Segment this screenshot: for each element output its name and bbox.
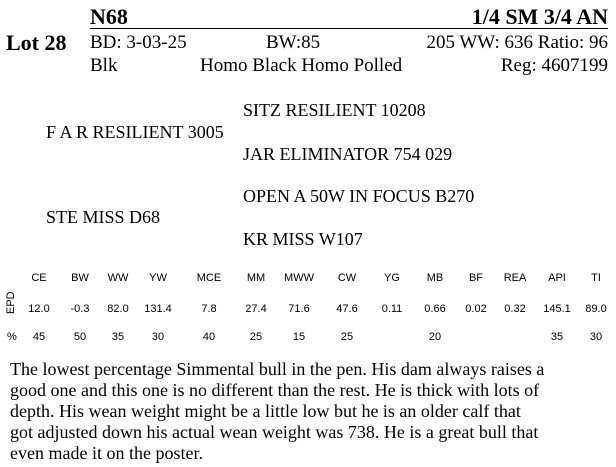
- epd-header-ce: CE: [31, 272, 47, 284]
- epd-value-mce: 7.8: [201, 303, 217, 315]
- epd-percent-mce: 40: [202, 331, 216, 343]
- pedigree-sire-dam: JAR ELIMINATOR 754 029: [243, 144, 453, 164]
- description-line: got adjusted down his actual wean weight…: [10, 422, 539, 442]
- epd-value-bw: -0.3: [70, 303, 90, 315]
- epd-percent-mb: 20: [428, 331, 442, 343]
- pedigree-sire: F A R RESILIENT 3005: [46, 122, 224, 142]
- color: Blk: [90, 55, 118, 76]
- epd-header-yg: YG: [384, 272, 400, 284]
- description-line: good one and this one is no different th…: [10, 380, 540, 400]
- registration-number: Reg: 4607199: [500, 55, 608, 76]
- epd-header-rea: REA: [503, 272, 527, 284]
- header-divider: [90, 28, 608, 29]
- epd-value-mm: 27.4: [245, 303, 267, 315]
- description: The lowest percentage Simmental bull in …: [10, 359, 606, 464]
- epd-value-yg: 0.11: [381, 303, 403, 315]
- epd-header-bw: BW: [71, 272, 89, 284]
- epd-value-api: 145.1: [543, 303, 571, 315]
- birth-date: BD: 3-03-25: [90, 32, 187, 53]
- pedigree-dam: STE MISS D68: [46, 207, 161, 227]
- epd-percent-cw: 25: [340, 331, 354, 343]
- birth-weight: BW:85: [266, 32, 321, 53]
- epd-value-mww: 71.6: [288, 303, 310, 315]
- epd-header-yw: YW: [149, 272, 167, 284]
- epd-percent-mww: 15: [292, 331, 306, 343]
- percent-row-label: %: [7, 331, 17, 343]
- lot-number: Lot 28: [6, 30, 67, 55]
- epd-header-ti: TI: [591, 272, 601, 284]
- epd-percent-yw: 30: [151, 331, 165, 343]
- epd-percent-api: 35: [550, 331, 564, 343]
- epd-value-ce: 12.0: [28, 303, 50, 315]
- epd-value-mb: 0.66: [424, 303, 446, 315]
- epd-value-bf: 0.02: [465, 303, 487, 315]
- pedigree-sire-sire: SITZ RESILIENT 10208: [243, 100, 426, 120]
- epd-percent-ce: 45: [32, 331, 46, 343]
- pedigree-dam-dam: KR MISS W107: [243, 229, 363, 249]
- wean-weight-ratio: 205 WW: 636 Ratio: 96: [426, 32, 608, 53]
- description-line: even made it on the poster.: [10, 443, 203, 463]
- epd-header-cw: CW: [337, 272, 357, 284]
- epd-value-ti: 89.0: [585, 303, 607, 315]
- epd-value-rea: 0.32: [504, 303, 526, 315]
- epd-percent-ww: 35: [111, 331, 125, 343]
- epd-header-mb: MB: [426, 272, 444, 284]
- breed-composition: 1/4 SM 3/4 AN: [471, 4, 608, 29]
- epd-header-mce: MCE: [196, 272, 222, 284]
- traits: Homo Black Homo Polled: [200, 55, 403, 76]
- pedigree-dam-sire: OPEN A 50W IN FOCUS B270: [243, 186, 475, 206]
- epd-header-ww: WW: [107, 272, 129, 284]
- epd-header-mm: MM: [246, 272, 266, 284]
- epd-header-bf: BF: [468, 272, 484, 284]
- description-line: The lowest percentage Simmental bull in …: [10, 359, 545, 379]
- epd-header-api: API: [548, 272, 566, 284]
- tag-number: N68: [90, 4, 128, 29]
- epd-percent-mm: 25: [249, 331, 263, 343]
- epd-value-ww: 82.0: [107, 303, 129, 315]
- epd-value-cw: 47.6: [336, 303, 358, 315]
- epd-percent-bw: 50: [73, 331, 87, 343]
- epd-header-mww: MWW: [284, 272, 314, 284]
- epd-value-yw: 131.4: [144, 303, 172, 315]
- epd-percent-ti: 30: [589, 331, 603, 343]
- description-line: depth. His wean weight might be a little…: [10, 401, 521, 421]
